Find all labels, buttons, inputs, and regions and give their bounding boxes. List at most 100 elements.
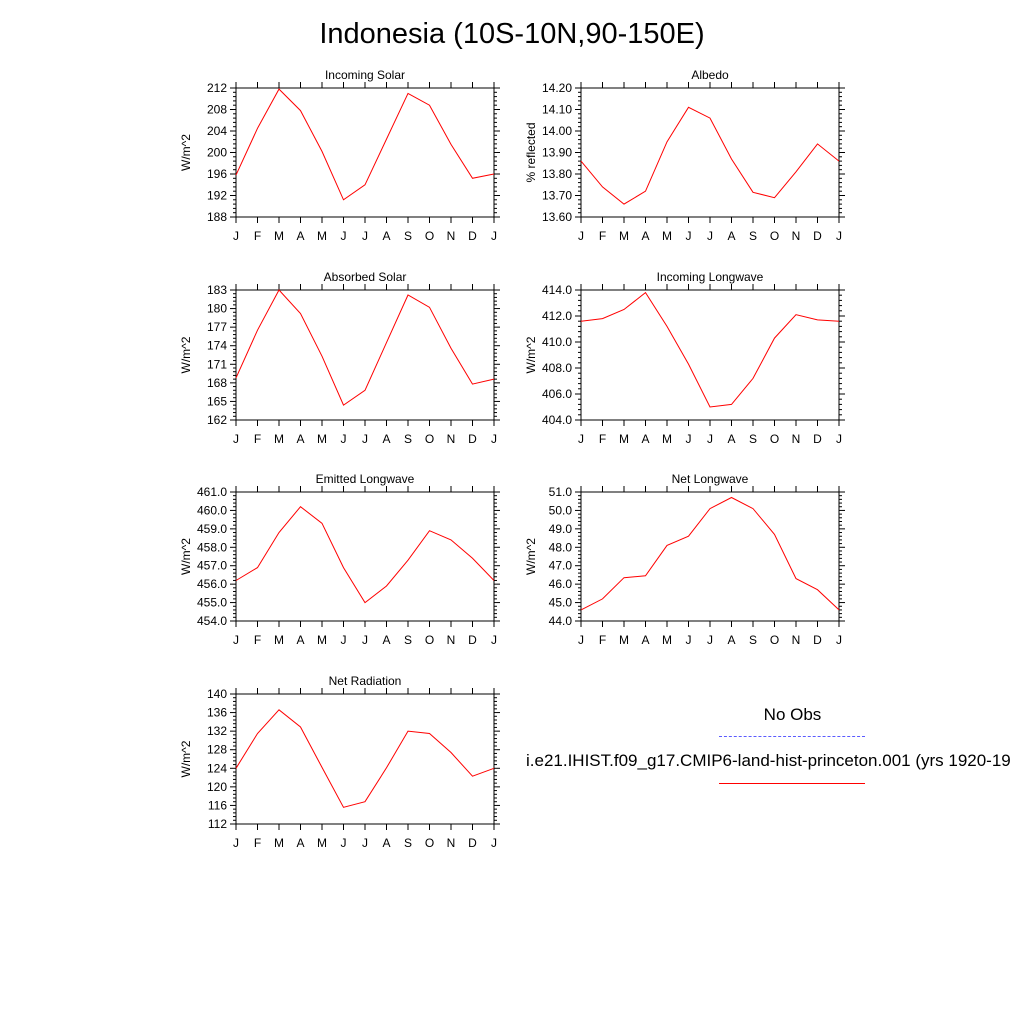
y-tick-label: 410.0 [542, 335, 572, 349]
y-tick-label: 208 [207, 103, 227, 117]
x-tick-label: J [233, 432, 239, 446]
y-tick-label: 49.0 [549, 522, 573, 536]
x-tick-label: D [468, 633, 477, 647]
y-axis-label: W/m^2 [179, 538, 193, 575]
x-tick-label: N [792, 633, 801, 647]
y-tick-label: 50.0 [549, 503, 573, 517]
x-tick-label: A [727, 432, 735, 446]
x-tick-label: J [341, 836, 347, 850]
x-tick-label: J [707, 432, 713, 446]
y-tick-label: 174 [207, 339, 227, 353]
x-tick-label: A [727, 633, 735, 647]
y-tick-label: 177 [207, 320, 227, 334]
x-tick-label: N [792, 432, 801, 446]
x-tick-label: J [686, 229, 692, 243]
x-tick-label: S [404, 836, 412, 850]
y-axis-label: W/m^2 [179, 740, 193, 777]
x-tick-label: J [836, 229, 842, 243]
x-tick-label: M [317, 633, 327, 647]
y-axis-label: W/m^2 [524, 538, 538, 575]
x-tick-label: F [599, 229, 606, 243]
x-tick-label: A [296, 229, 304, 243]
y-tick-label: 457.0 [197, 559, 227, 573]
x-tick-label: O [425, 633, 434, 647]
x-tick-label: S [404, 229, 412, 243]
x-tick-label: S [404, 432, 412, 446]
y-tick-label: 45.0 [549, 596, 573, 610]
x-tick-label: J [836, 633, 842, 647]
y-tick-label: 46.0 [549, 577, 573, 591]
y-tick-label: 165 [207, 394, 227, 408]
y-axis-label: W/m^2 [179, 336, 193, 373]
y-tick-label: 456.0 [197, 577, 227, 591]
y-tick-label: 460.0 [197, 503, 227, 517]
y-tick-label: 458.0 [197, 540, 227, 554]
x-tick-label: M [274, 229, 284, 243]
y-tick-label: 13.80 [542, 167, 572, 181]
x-tick-label: J [362, 836, 368, 850]
x-tick-label: F [599, 432, 606, 446]
y-tick-label: 13.70 [542, 189, 572, 203]
x-tick-label: F [254, 432, 261, 446]
x-tick-label: J [491, 633, 497, 647]
x-tick-label: J [491, 432, 497, 446]
x-tick-label: M [619, 432, 629, 446]
y-tick-label: 406.0 [542, 387, 572, 401]
plot-frame [580, 289, 840, 421]
y-tick-label: 128 [207, 743, 227, 757]
y-tick-label: 13.90 [542, 146, 572, 160]
chart-title: Net Longwave [672, 472, 749, 486]
plot-frame [580, 491, 840, 622]
x-tick-label: J [233, 836, 239, 850]
y-tick-label: 454.0 [197, 614, 227, 628]
x-tick-label: M [619, 633, 629, 647]
x-tick-label: A [382, 836, 390, 850]
y-axis-label: W/m^2 [179, 134, 193, 171]
x-tick-label: O [425, 432, 434, 446]
x-tick-label: J [491, 836, 497, 850]
series-line [580, 496, 840, 611]
x-tick-label: M [662, 633, 672, 647]
x-tick-label: A [382, 633, 390, 647]
x-tick-label: A [382, 432, 390, 446]
y-axis-label: W/m^2 [524, 336, 538, 373]
x-tick-label: S [404, 633, 412, 647]
x-tick-label: J [578, 229, 584, 243]
x-tick-label: D [468, 432, 477, 446]
y-tick-label: 204 [207, 124, 227, 138]
x-tick-label: J [578, 432, 584, 446]
plot-frame [235, 693, 495, 825]
x-tick-label: S [749, 229, 757, 243]
x-tick-label: A [641, 229, 649, 243]
y-tick-label: 404.0 [542, 413, 572, 427]
chart-title: Net Radiation [329, 674, 402, 688]
series-line [235, 709, 495, 808]
y-tick-label: 14.20 [542, 81, 572, 95]
x-tick-label: A [727, 229, 735, 243]
x-tick-label: D [813, 633, 822, 647]
x-tick-label: A [641, 633, 649, 647]
y-tick-label: 180 [207, 302, 227, 316]
x-tick-label: J [686, 633, 692, 647]
series-line [235, 506, 495, 604]
y-tick-label: 48.0 [549, 540, 573, 554]
y-tick-label: 212 [207, 81, 227, 95]
x-tick-label: M [274, 836, 284, 850]
y-tick-label: 188 [207, 210, 227, 224]
y-tick-label: 124 [207, 761, 227, 775]
x-tick-label: F [599, 633, 606, 647]
x-tick-label: A [382, 229, 390, 243]
plot-frame [235, 87, 495, 218]
y-tick-label: 171 [207, 357, 227, 371]
y-tick-label: 168 [207, 376, 227, 390]
chart-title: Absorbed Solar [324, 270, 407, 284]
x-tick-label: M [274, 633, 284, 647]
plot-frame [580, 87, 840, 218]
y-tick-label: 120 [207, 780, 227, 794]
x-tick-label: J [707, 229, 713, 243]
x-tick-label: M [662, 432, 672, 446]
x-tick-label: J [707, 633, 713, 647]
y-tick-label: 455.0 [197, 596, 227, 610]
x-tick-label: F [254, 633, 261, 647]
y-tick-label: 408.0 [542, 361, 572, 375]
